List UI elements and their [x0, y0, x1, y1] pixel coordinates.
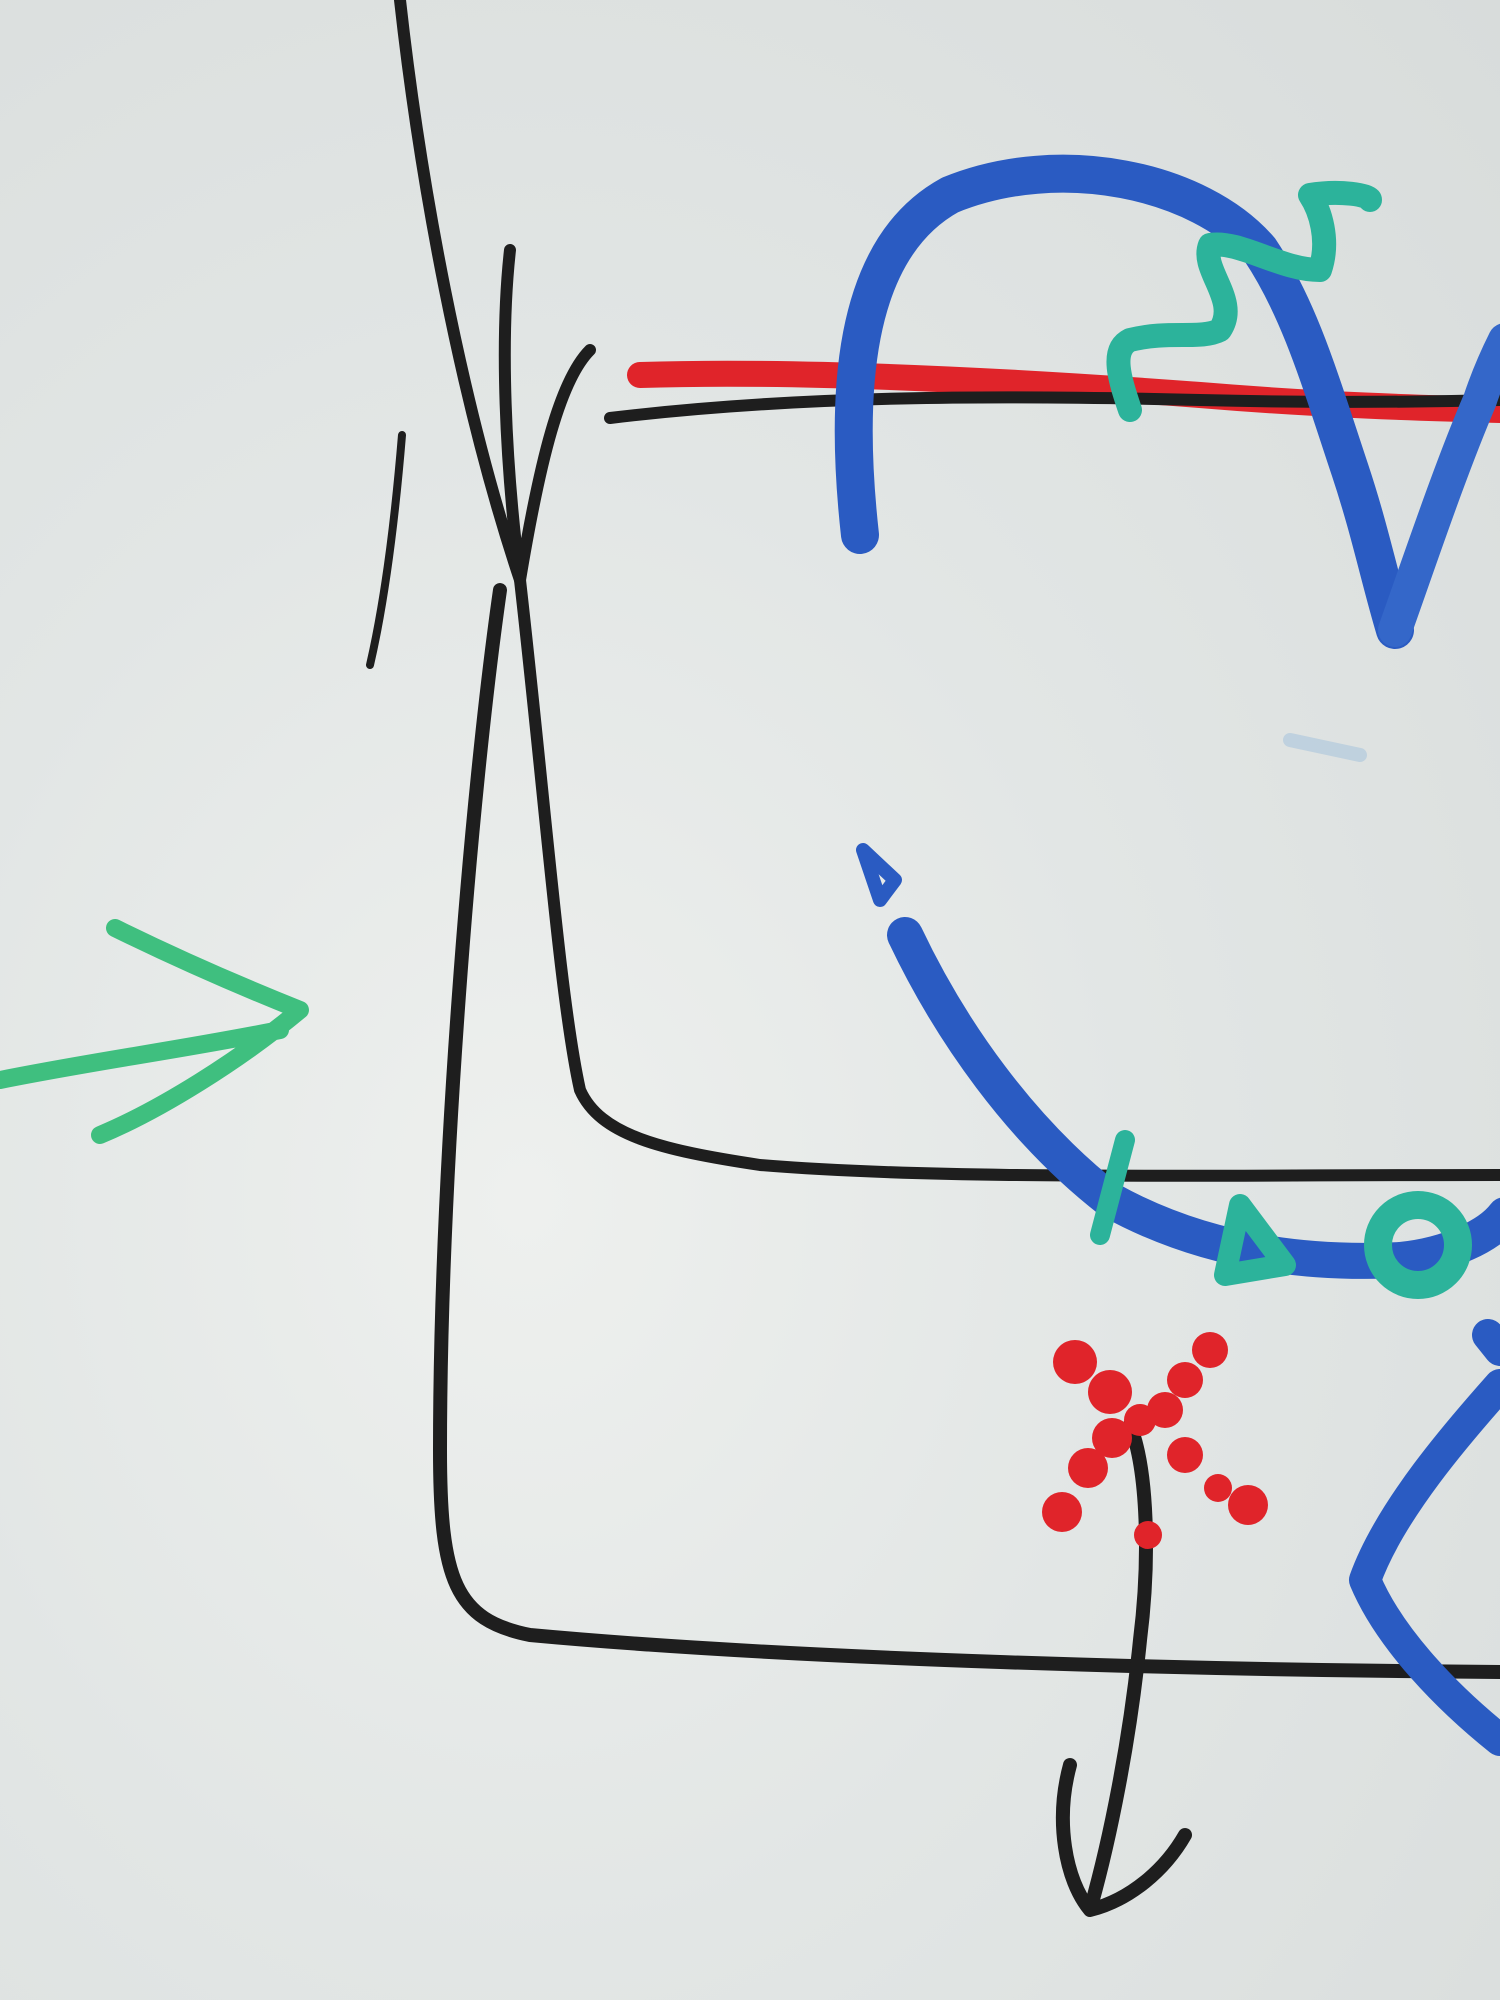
black-rectangle: [433, 583, 1500, 1679]
black-tall-line: [394, 0, 1500, 1182]
blue-smudge: [1283, 733, 1367, 762]
red-dotted-x: [1042, 1332, 1268, 1549]
blue-arc-top: [834, 154, 1414, 649]
black-horizontal-line: [604, 391, 1500, 424]
blue-chevron-bottom-right: [1349, 1319, 1500, 1756]
teal-dash: [1090, 1130, 1135, 1245]
black-arrow-down: [1055, 1418, 1192, 1917]
black-short-dash: [366, 431, 406, 669]
green-arrow: [0, 919, 309, 1144]
teal-circle: [1364, 1191, 1472, 1299]
blue-small-mark: [856, 843, 902, 907]
teal-triangle: [1214, 1194, 1296, 1286]
teal-zigzag: [1106, 180, 1382, 422]
blue-curve-middle: [887, 917, 1500, 1279]
black-cross-line: [498, 244, 596, 586]
blue-v-shape: [1378, 323, 1500, 647]
